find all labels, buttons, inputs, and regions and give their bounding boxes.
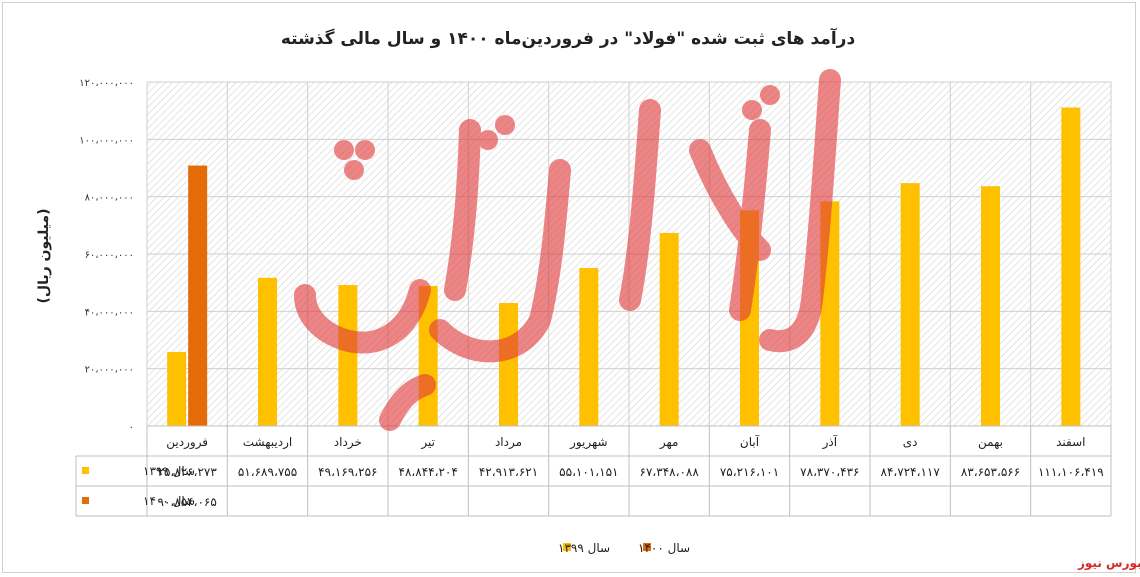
y-tick-label: ۲۰،۰۰۰،۰۰۰ xyxy=(85,365,134,376)
watermark-stroke xyxy=(294,279,431,354)
legend-swatch xyxy=(563,543,571,551)
watermark-stroke xyxy=(429,159,571,363)
category-label: مرداد xyxy=(495,435,522,450)
watermark-dot xyxy=(355,140,375,160)
y-tick-label: ۸۰،۰۰۰،۰۰۰ xyxy=(85,193,134,204)
category-label: اسفند xyxy=(1056,435,1085,449)
legend-swatch xyxy=(643,543,651,551)
bar-1399 xyxy=(659,232,679,426)
category-label: دی xyxy=(903,435,918,449)
footer-brand: بورس نیوز xyxy=(1078,556,1140,570)
data-value-label: ۶۷،۳۴۸،۰۸۸ xyxy=(640,465,700,479)
data-value-label: ۸۴،۷۲۴،۱۱۷ xyxy=(881,465,941,479)
data-value-label: ۵۵،۱۰۱،۱۵۱ xyxy=(559,465,618,479)
category-label: مهر xyxy=(659,435,679,450)
data-value-label: ۷۸،۳۷۰،۴۳۶ xyxy=(800,465,859,479)
bars xyxy=(167,107,1081,426)
bar-1399 xyxy=(167,351,187,426)
data-value-label: ۴۸،۸۴۴،۲۰۴ xyxy=(399,465,458,479)
data-value-label: ۸۳،۶۵۳،۵۶۶ xyxy=(961,465,1020,479)
watermark-dot xyxy=(495,115,515,135)
table-legend-key xyxy=(82,497,89,504)
y-axis-ticks: ۰ ۲۰،۰۰۰،۰۰۰ ۴۰،۰۰۰،۰۰۰ ۶۰،۰۰۰،۰۰۰ ۸۰،۰۰۰،۰۰… xyxy=(79,78,134,433)
bar-1399 xyxy=(499,302,518,426)
bar-1399 xyxy=(338,285,358,426)
data-value-label: ۴۲،۹۱۳،۶۲۱ xyxy=(479,465,538,479)
data-value-label: ۱۱۱،۱۰۶،۴۱۹ xyxy=(1038,465,1104,479)
watermark-stroke xyxy=(689,139,771,261)
chart-title: درآمد های ثبت شده "فولاد" در فروردین‌ماه… xyxy=(281,27,856,49)
data-value-label: ۷۵،۲۱۶،۱۰۱ xyxy=(720,465,779,479)
category-label: فروردین xyxy=(166,435,208,450)
table-legend-key xyxy=(82,467,89,474)
data-value-label: ۵۱،۶۸۹،۷۵۵ xyxy=(238,465,297,479)
y-axis-label: (میلیون ریال) xyxy=(36,209,52,304)
y-tick-label: ۴۰،۰۰۰،۰۰۰ xyxy=(85,307,134,318)
bar-1399 xyxy=(258,277,277,426)
legend-label: سال ۱۴۰۰ xyxy=(638,541,690,555)
y-tick-label: ۰ xyxy=(129,422,134,433)
watermark-dot xyxy=(478,130,498,150)
data-table: فروردین اردیبهشت خرداد تیر مرداد شهریور مهر آبا… xyxy=(75,425,1112,517)
y-tick-label: ۶۰،۰۰۰،۰۰۰ xyxy=(85,250,134,261)
category-label: آذر xyxy=(822,434,838,450)
category-label: آبان xyxy=(740,434,760,449)
category-label: بهمن xyxy=(978,435,1003,450)
bar-1399 xyxy=(579,268,599,426)
series-name-label: سال ۱۴۰۰ xyxy=(143,494,195,508)
bar-1399 xyxy=(1061,107,1081,426)
data-value-label: ۲۵،۸۲۶،۲۷۳ xyxy=(158,465,218,479)
bar-1399 xyxy=(900,183,920,426)
y-tick-label: ۱۰۰،۰۰۰،۰۰۰ xyxy=(79,135,134,146)
category-label: شهریور xyxy=(569,435,608,450)
watermark-stroke xyxy=(759,69,841,353)
bar-1399 xyxy=(981,186,1000,426)
data-value-label: ۹۰،۸۵۴،۰۶۵ xyxy=(158,495,217,509)
watermark-logo xyxy=(294,69,841,431)
category-label: اردیبهشت xyxy=(243,435,292,450)
watermark-dot xyxy=(742,100,762,120)
legend: سال ۱۴۰۰ سال ۱۳۹۹ xyxy=(558,541,690,555)
category-label: خرداد xyxy=(334,435,362,450)
watermark-dot xyxy=(760,85,780,105)
watermark-stroke xyxy=(444,119,481,301)
watermark-dot xyxy=(344,160,364,180)
watermark-stroke xyxy=(619,99,661,311)
category-label: تیر xyxy=(420,435,435,450)
series-name-label: سال ۱۳۹۹ xyxy=(143,464,195,478)
data-value-label: ۴۹،۱۶۹،۲۵۶ xyxy=(318,465,377,479)
bar-1400 xyxy=(188,165,208,426)
legend-label: سال ۱۳۹۹ xyxy=(558,541,610,555)
watermark-dot xyxy=(334,140,354,160)
watermark-stroke xyxy=(379,374,436,431)
y-tick-label: ۱۲۰،۰۰۰،۰۰۰ xyxy=(79,78,134,89)
